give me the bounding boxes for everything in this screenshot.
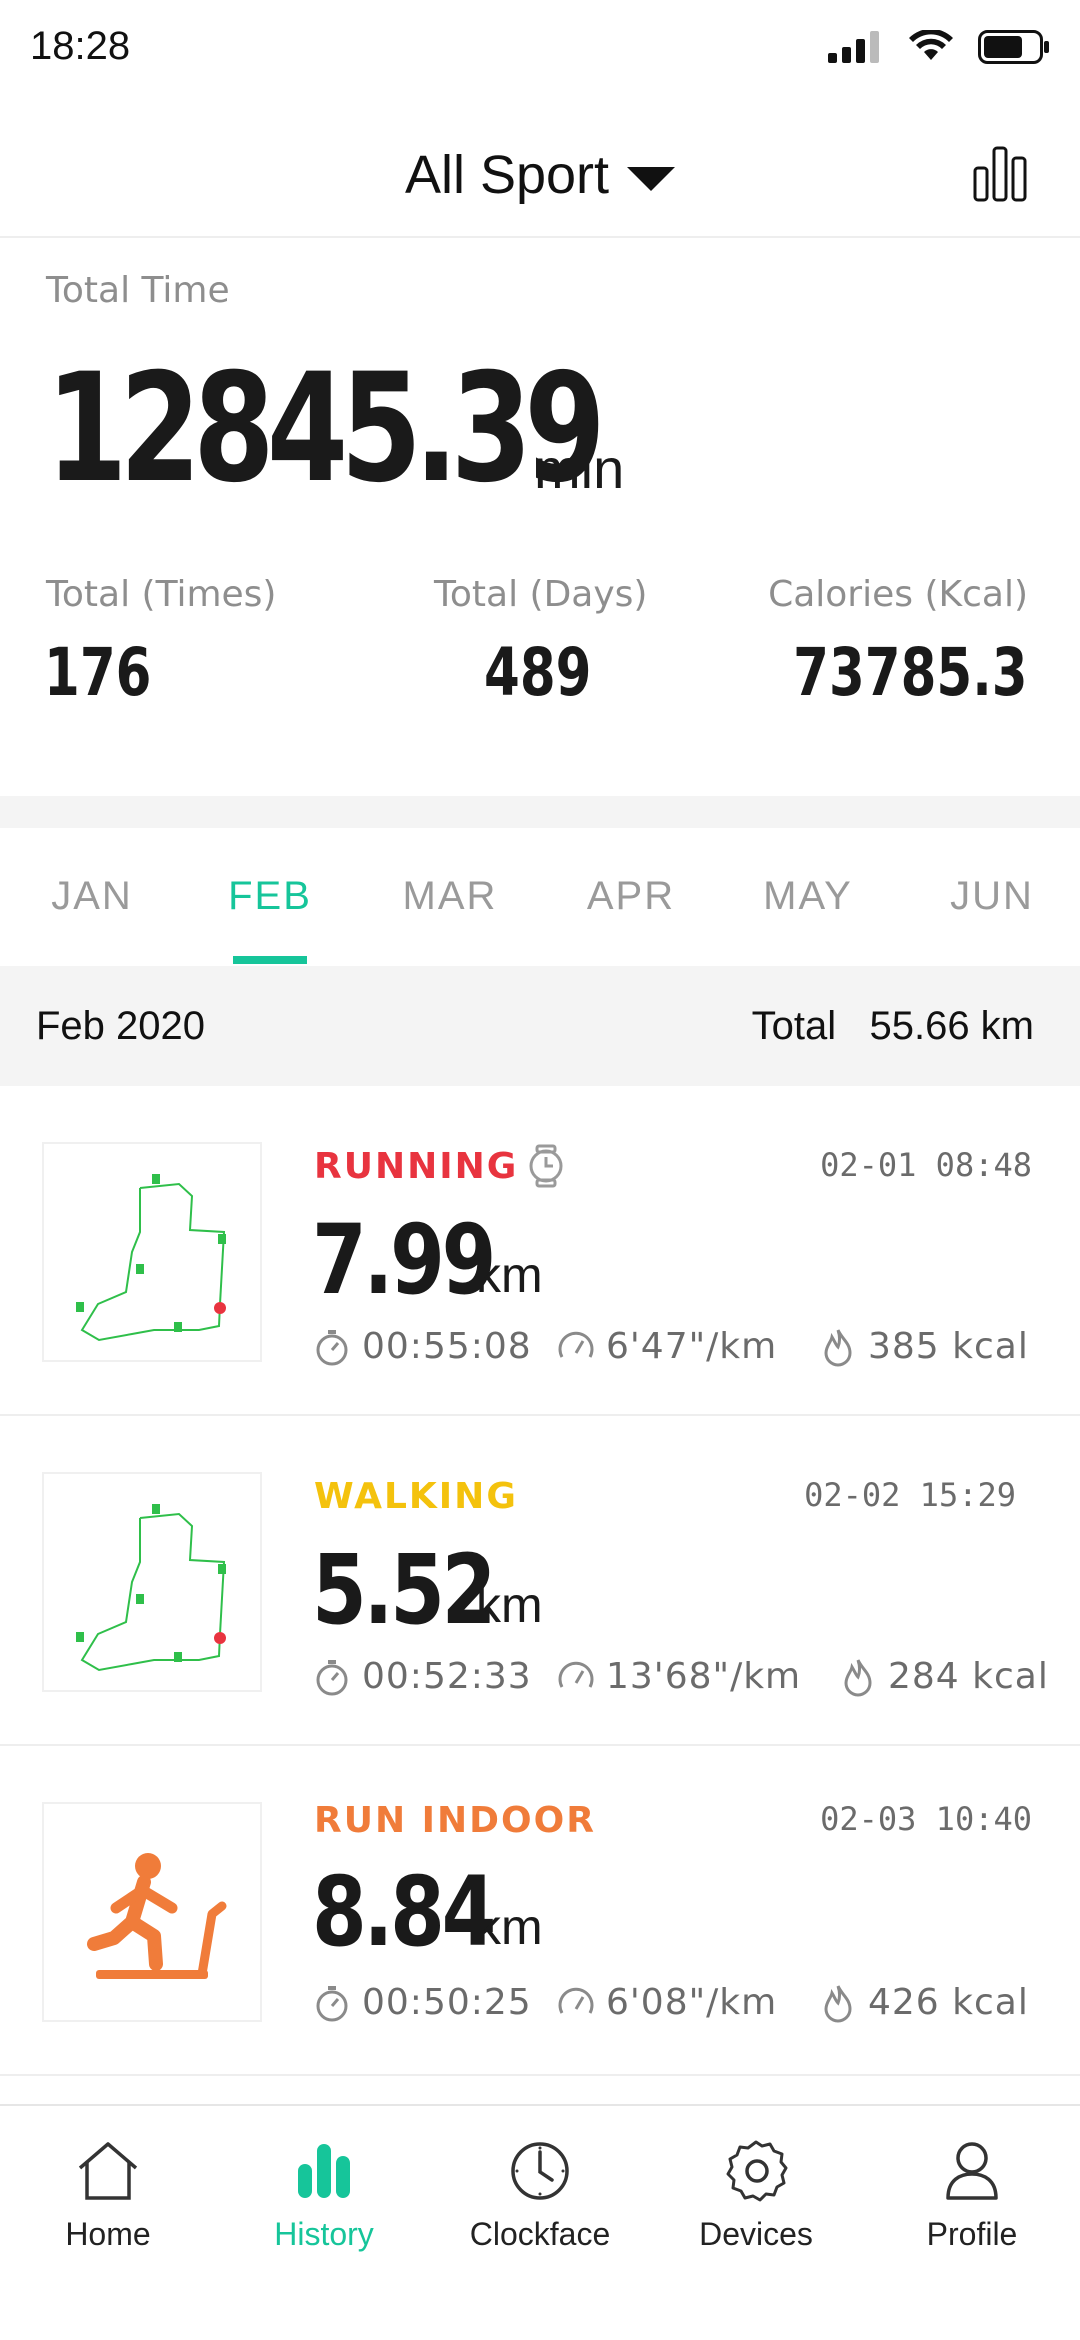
duration-value: 00:52:33: [362, 1656, 532, 1697]
nav-clockface[interactable]: Clockface: [432, 2134, 648, 2253]
activity-distance-unit: km: [476, 1899, 543, 1955]
stat-value-days: 489: [484, 634, 592, 711]
activity-pace: 13'68"/km: [556, 1656, 801, 1697]
gear-icon: [726, 2140, 788, 2202]
month-total: Total 55.66 km: [752, 1004, 1034, 1049]
activity-item-run-indoor[interactable]: RUN INDOOR 02-03 10:40 8.84 km 00:50:25 …: [0, 1746, 1080, 2076]
clock-icon: [511, 2142, 569, 2200]
person-icon: [946, 2142, 998, 2200]
nav-profile[interactable]: Profile: [864, 2134, 1080, 2253]
treadmill-thumbnail: [42, 1802, 262, 2022]
home-icon: [78, 2142, 138, 2200]
activity-date: 02-01 08:48: [820, 1146, 1032, 1184]
activity-distance: 5.52: [312, 1534, 496, 1646]
sport-filter-dropdown[interactable]: All Sport: [0, 144, 1080, 206]
activity-calories: 284 kcal: [838, 1656, 1049, 1697]
month-summary-bar: Feb 2020 Total 55.66 km: [0, 966, 1080, 1086]
wifi-icon: [909, 30, 953, 60]
calories-value: 385 kcal: [868, 1326, 1029, 1367]
header: All Sport: [0, 108, 1080, 238]
speedometer-icon: [558, 1331, 594, 1358]
nav-history[interactable]: History: [216, 2134, 432, 2253]
stat-value-times: 176: [44, 634, 152, 711]
nav-profile-label: Profile: [926, 2216, 1018, 2252]
flame-icon: [824, 1984, 852, 2022]
month-tabs: JAN FEB MAR APR MAY JUN: [0, 830, 1080, 966]
activity-date: 02-02 15:29: [804, 1476, 1016, 1514]
tab-apr[interactable]: APR: [586, 874, 676, 918]
activity-duration: 00:52:33: [312, 1656, 532, 1697]
battery-icon: [978, 30, 1049, 64]
cellular-signal-icon: [828, 31, 879, 63]
active-tab-indicator: [233, 956, 307, 964]
activity-item-walking[interactable]: WALKING 02-02 15:29 5.52 km 00:52:33 13'…: [0, 1416, 1080, 1746]
activity-duration: 00:50:25: [312, 1982, 532, 2023]
tab-mar[interactable]: MAR: [402, 874, 498, 918]
stopwatch-icon: [316, 1985, 348, 2021]
month-total-value: 55.66 km: [869, 1004, 1034, 1048]
activity-distance-unit: km: [476, 1247, 543, 1303]
calories-value: 426 kcal: [868, 1982, 1029, 2023]
activity-calories: 385 kcal: [818, 1326, 1029, 1367]
activity-distance: 8.84: [312, 1856, 496, 1968]
stopwatch-icon: [316, 1659, 348, 1695]
activity-type: RUN INDOOR: [314, 1800, 596, 1841]
section-divider: [0, 796, 1080, 828]
tab-jan[interactable]: JAN: [51, 874, 133, 918]
duration-value: 00:50:25: [362, 1982, 532, 2023]
tab-may[interactable]: MAY: [763, 874, 853, 918]
watch-icon: [529, 1144, 563, 1188]
total-time-label: Total Time: [46, 270, 230, 311]
month-total-label: Total: [751, 1004, 837, 1048]
activity-type: WALKING: [314, 1476, 518, 1517]
month-label: Feb 2020: [36, 1004, 206, 1048]
nav-history-label: History: [274, 2216, 374, 2252]
total-time-value: 12845.39: [46, 342, 606, 516]
bottom-nav: Home History Clockface Devices Profile: [0, 2104, 1080, 2340]
nav-home[interactable]: Home: [0, 2134, 216, 2253]
nav-devices[interactable]: Devices: [648, 2134, 864, 2253]
activity-pace: 6'47"/km: [556, 1326, 777, 1367]
caret-down-icon: [627, 166, 676, 191]
route-map-thumbnail: [42, 1142, 262, 1362]
speedometer-icon: [558, 1661, 594, 1688]
nav-clockface-label: Clockface: [469, 2216, 611, 2252]
activity-distance: 7.99: [312, 1204, 496, 1316]
stopwatch-icon: [316, 1329, 348, 1365]
activity-date: 02-03 10:40: [820, 1800, 1032, 1838]
stat-label-calories: Calories (Kcal): [768, 574, 1028, 615]
flame-icon: [844, 1658, 872, 1696]
total-time-unit: min: [534, 437, 625, 500]
pace-value: 6'47"/km: [606, 1326, 778, 1367]
route-map-thumbnail: [42, 1472, 262, 1692]
status-time: 18:28: [30, 24, 131, 68]
route-map-icon: [76, 1504, 226, 1672]
activity-item-running[interactable]: RUNNING 02-01 08:48 7.99 km 00:55:08 6'4…: [0, 1086, 1080, 1416]
history-bars-icon: [298, 2144, 350, 2198]
stat-label-times: Total (Times): [46, 574, 277, 615]
activity-pace: 6'08"/km: [556, 1982, 777, 2023]
tab-jun[interactable]: JUN: [950, 874, 1034, 918]
activity-type: RUNNING: [314, 1146, 519, 1187]
activity-duration: 00:55:08: [312, 1326, 532, 1367]
stat-value-calories: 73785.3: [793, 634, 1028, 711]
calories-value: 284 kcal: [888, 1656, 1049, 1697]
pace-value: 6'08"/km: [606, 1982, 778, 2023]
speedometer-icon: [558, 1987, 594, 2014]
bar-chart-button[interactable]: [972, 146, 1028, 202]
duration-value: 00:55:08: [362, 1326, 532, 1367]
nav-devices-label: Devices: [699, 2216, 813, 2252]
stat-label-days: Total (Days): [434, 574, 648, 615]
treadmill-icon: [87, 1853, 227, 1979]
tab-feb[interactable]: FEB: [228, 874, 312, 918]
status-icons: [828, 30, 1050, 64]
nav-home-label: Home: [65, 2216, 151, 2252]
pace-value: 13'68"/km: [606, 1656, 802, 1697]
sport-filter-label: All Sport: [404, 145, 610, 205]
activity-calories: 426 kcal: [818, 1982, 1029, 2023]
flame-icon: [824, 1328, 852, 1366]
activity-distance-unit: km: [476, 1577, 543, 1633]
route-map-icon: [76, 1174, 226, 1342]
